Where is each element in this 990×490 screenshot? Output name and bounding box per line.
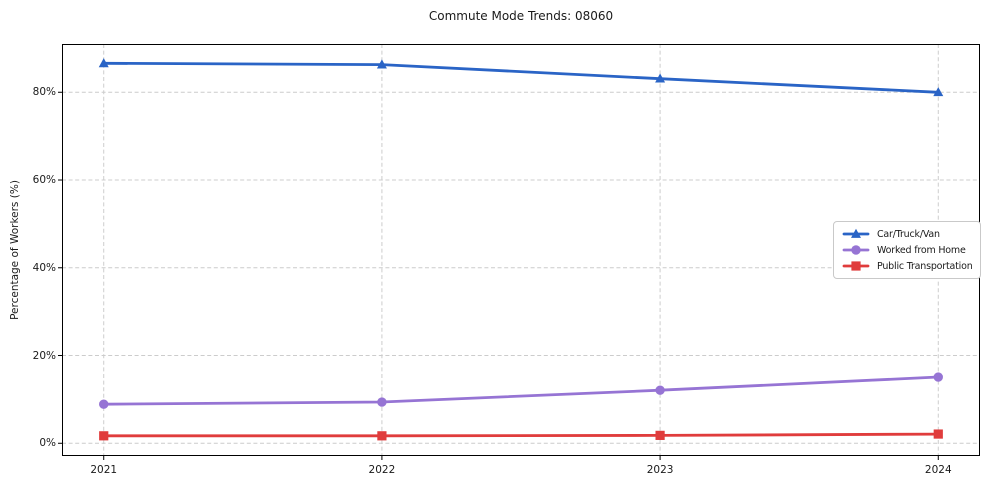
legend-item-public-transportation: Public Transportation	[842, 258, 973, 274]
series-marker-worked-from-home	[933, 372, 943, 382]
x-tick-label: 2023	[646, 464, 674, 476]
series-marker-car-truck-van	[655, 73, 666, 83]
y-tick-label: 60%	[32, 174, 56, 187]
square-marker-icon	[842, 261, 870, 271]
legend: Car/Truck/Van Worked from Home Public Tran…	[833, 221, 981, 279]
y-tick-label: 20%	[32, 349, 56, 362]
y-axis-label: Percentage of Workers (%)	[9, 180, 21, 320]
series-marker-public-transportation	[933, 429, 943, 439]
series-marker-car-truck-van	[376, 59, 387, 69]
legend-item-car-truck-van: Car/Truck/Van	[842, 226, 973, 242]
series-marker-car-truck-van	[98, 58, 109, 68]
triangle-marker-icon	[842, 228, 870, 238]
y-tick-label: 80%	[32, 86, 56, 99]
legend-marker-worked-from-home	[851, 245, 861, 255]
series-line-worked-from-home	[102, 375, 940, 406]
x-tick-label: 2022	[368, 464, 396, 476]
legend-label-worked-from-home: Worked from Home	[877, 244, 966, 256]
x-tick-label: 2024	[924, 464, 952, 476]
chart-title: Commute Mode Trends: 08060	[428, 9, 614, 23]
legend-marker-public-transportation	[851, 261, 861, 271]
y-tick-label: 0%	[39, 437, 56, 450]
series-marker-worked-from-home	[99, 399, 109, 409]
series-marker-public-transportation	[99, 431, 109, 441]
x-tick-label: 2021	[90, 464, 118, 476]
legend-label-car-truck-van: Car/Truck/Van	[877, 228, 940, 240]
y-tick-label: 40%	[32, 261, 56, 274]
series-marker-worked-from-home	[377, 397, 387, 407]
series-line-public-transportation	[102, 432, 940, 438]
legend-label-public-transportation: Public Transportation	[877, 260, 973, 272]
series-marker-public-transportation	[377, 431, 387, 441]
series-marker-car-truck-van	[933, 87, 944, 97]
series-marker-worked-from-home	[655, 385, 665, 395]
series-marker-public-transportation	[655, 430, 665, 440]
circle-marker-icon	[842, 245, 870, 255]
legend-marker-car-truck-van	[851, 228, 861, 238]
legend-item-worked-from-home: Worked from Home	[842, 242, 973, 258]
series-line-car-truck-van	[102, 61, 940, 94]
